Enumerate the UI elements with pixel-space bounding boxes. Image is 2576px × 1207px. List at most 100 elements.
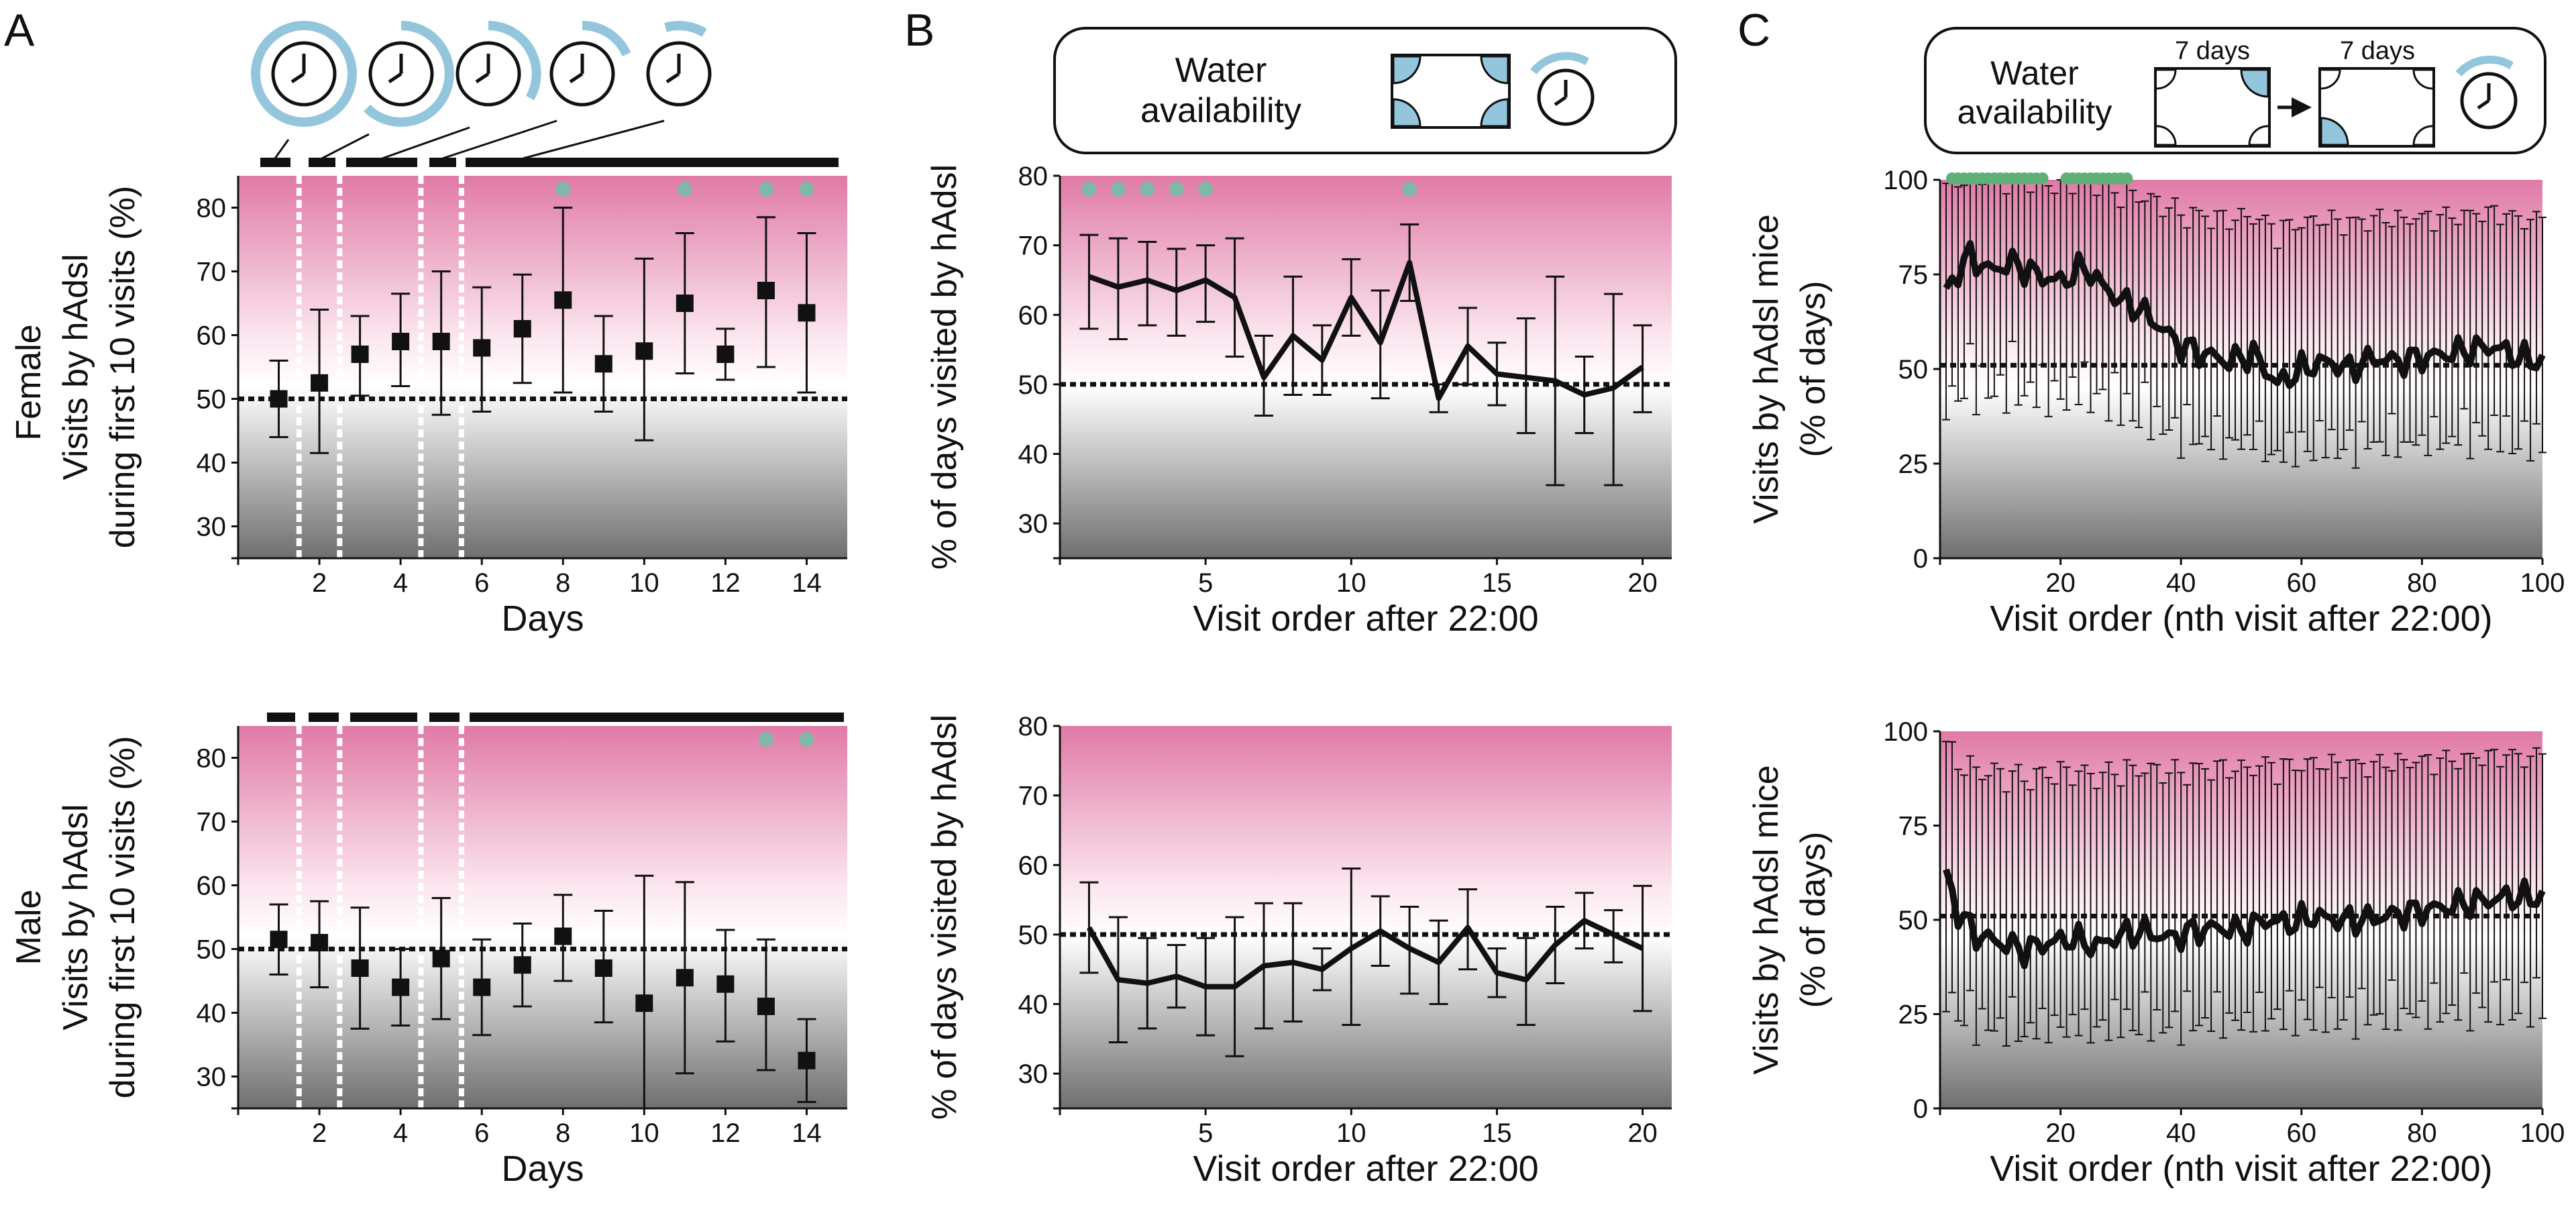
significance-marker — [1402, 182, 1417, 197]
y-axis-label-line2: during first 10 visits (%) — [103, 186, 142, 548]
x-tick-label: 20 — [1627, 1118, 1658, 1148]
x-tick-label: 8 — [555, 568, 570, 598]
y-tick-label: 100 — [1883, 717, 1928, 747]
data-point — [473, 978, 491, 996]
data-point — [716, 346, 735, 363]
series-line — [1943, 868, 2546, 969]
data-point — [676, 969, 694, 987]
y-tick-label: 75 — [1898, 260, 1929, 290]
y-axis-label-line1: Visits by hAdsl — [56, 804, 95, 1030]
series-line — [1088, 260, 1644, 401]
x-tick-label: 8 — [555, 1118, 570, 1148]
y-tick-label: 30 — [1018, 1059, 1049, 1089]
clock-icon-5 — [646, 21, 712, 107]
significance-marker — [799, 182, 814, 197]
y-tick-label: 50 — [1018, 921, 1049, 950]
y-tick-label: 30 — [1018, 509, 1049, 539]
y-axis-label-line2: (% of days) — [1794, 281, 1833, 458]
data-point — [432, 949, 450, 967]
significance-marker — [2121, 172, 2133, 185]
data-point — [432, 333, 450, 350]
y-tick-label: 50 — [1018, 370, 1049, 400]
series-line — [1086, 918, 1644, 990]
y-tick-label: 40 — [1018, 440, 1049, 470]
y-tick-label: 60 — [1018, 301, 1049, 330]
row-label-female: Female — [9, 324, 48, 440]
plot-background — [238, 726, 847, 1108]
significance-marker — [1140, 182, 1155, 197]
data-point — [311, 374, 329, 392]
data-point — [554, 927, 572, 945]
data-point — [798, 304, 816, 322]
chart-b-male: 30 40 50 60 70 80 5 10 15 20 Visit order after 22:… — [925, 712, 1672, 1189]
y-tick-label: 30 — [197, 1063, 227, 1092]
y-tick-label: 40 — [1018, 990, 1049, 1020]
x-tick-label: 10 — [1336, 568, 1366, 598]
x-tick-label: 40 — [2166, 1118, 2196, 1148]
data-point — [311, 934, 329, 951]
y-tick-label: 40 — [197, 999, 227, 1029]
plot-background — [238, 176, 847, 558]
y-tick-label: 25 — [1898, 1000, 1929, 1030]
chart-a-male: 30 40 50 60 70 80 2 4 6 8 10 12 14 Days Visits by hAds… — [56, 726, 847, 1189]
y-axis-label: % of days visited by hAdsl — [925, 164, 964, 570]
legend-c-days-1: 7 days — [2175, 37, 2250, 65]
x-tick-label: 80 — [2407, 568, 2437, 598]
y-tick-label: 30 — [197, 513, 227, 542]
y-tick-label: 50 — [197, 385, 227, 415]
clock-icon-b — [1530, 52, 1595, 126]
series-line — [1943, 240, 2546, 389]
x-tick-label: 100 — [2520, 568, 2565, 598]
y-tick-label: 70 — [197, 808, 227, 837]
x-axis-label: Days — [501, 1149, 584, 1189]
legend-c-days-2: 7 days — [2340, 37, 2415, 65]
y-tick-label: 80 — [197, 194, 227, 223]
data-point — [473, 339, 491, 357]
y-tick-label: 70 — [1018, 231, 1049, 261]
significance-marker — [758, 732, 773, 747]
panel-letter-b: B — [904, 5, 934, 56]
significance-marker — [1169, 182, 1184, 197]
legend-c-availability: availability — [1957, 93, 2112, 131]
data-point — [676, 295, 694, 312]
data-point — [351, 346, 369, 363]
clock-icon-4 — [549, 20, 631, 107]
data-point — [554, 291, 572, 309]
x-tick-label: 10 — [629, 568, 659, 598]
panel-a-clock-schematic — [251, 20, 839, 167]
significance-marker — [555, 182, 571, 197]
chart-c-male: 0 25 50 75 100 20 40 60 80 100 Visit order (nth vi… — [1747, 717, 2565, 1189]
significance-marker — [677, 182, 692, 197]
y-tick-label: 80 — [1018, 712, 1049, 741]
x-tick-label: 5 — [1198, 1118, 1213, 1148]
significance-marker — [799, 732, 814, 747]
x-axis-label: Visit order after 22:00 — [1193, 598, 1538, 639]
data-point — [716, 975, 735, 993]
y-axis-label-line2: (% of days) — [1794, 832, 1833, 1008]
x-axis-label: Visit order (nth visit after 22:00) — [1990, 1149, 2492, 1189]
x-axis-label: Visit order (nth visit after 22:00) — [1990, 598, 2492, 639]
chart-c-female: 0 25 50 75 100 20 40 60 80 100 Visit order (nth vi… — [1747, 166, 2565, 639]
x-tick-label: 60 — [2287, 1118, 2317, 1148]
data-point — [270, 390, 288, 408]
significance-marker — [758, 182, 773, 197]
cage-icon-c1 — [2154, 67, 2271, 148]
y-tick-label: 80 — [1018, 162, 1049, 191]
data-point — [392, 978, 410, 996]
x-tick-label: 100 — [2520, 1118, 2565, 1148]
clock-icon-c — [2455, 55, 2518, 129]
legend-b-availability: availability — [1140, 91, 1301, 130]
data-point — [513, 320, 531, 337]
data-point — [635, 994, 653, 1012]
x-tick-label: 20 — [2045, 568, 2076, 598]
plot-background — [1060, 176, 1672, 558]
x-tick-label: 20 — [2045, 1118, 2076, 1148]
x-tick-label: 4 — [393, 1118, 408, 1148]
chart-a-female: 30 40 50 60 70 80 2 4 6 8 10 12 14 Days Visits by hAds… — [56, 176, 847, 639]
x-tick-label: 2 — [312, 568, 327, 598]
y-tick-label: 0 — [1913, 1094, 1928, 1124]
data-point — [351, 959, 369, 977]
panel-letter-c: C — [1737, 5, 1770, 56]
y-tick-label: 80 — [197, 744, 227, 774]
